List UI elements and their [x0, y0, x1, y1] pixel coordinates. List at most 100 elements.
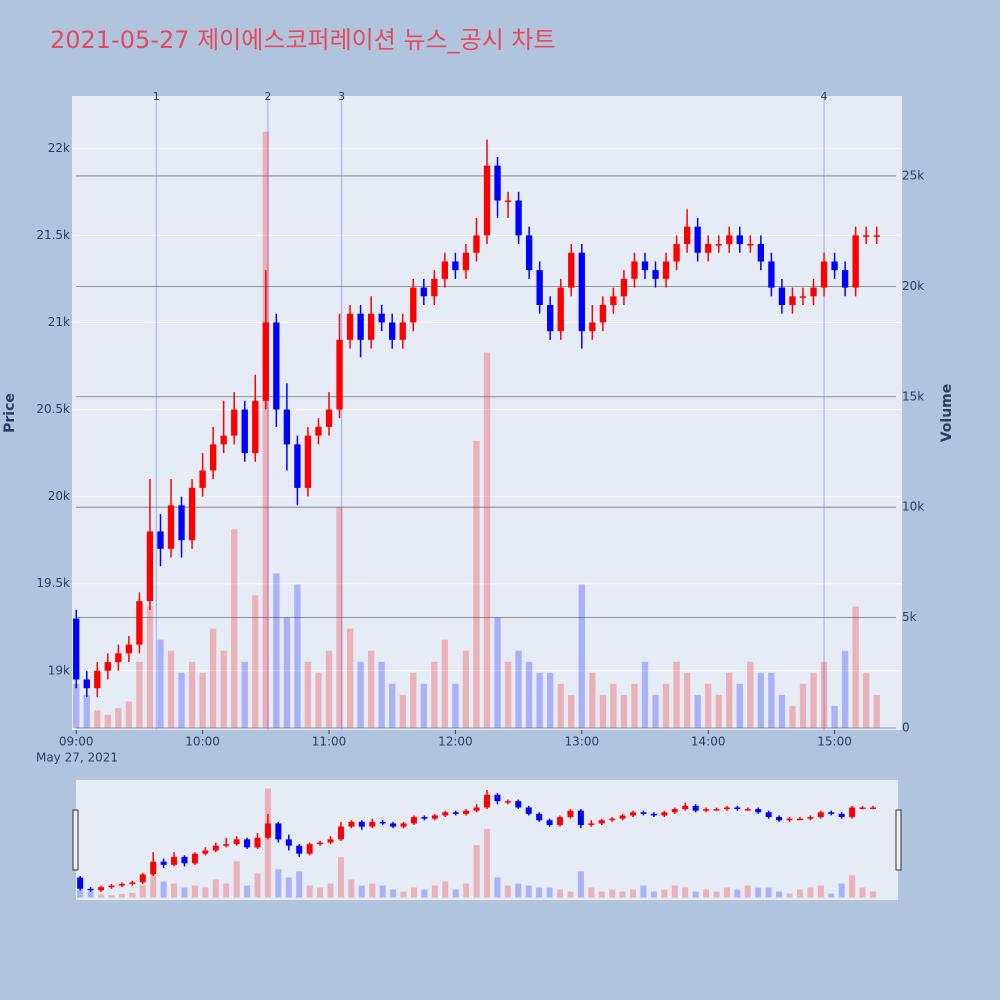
- slider-volume-bar: [473, 845, 480, 898]
- volume-bar: [294, 584, 301, 729]
- slider-volume-bar: [87, 891, 94, 898]
- volume-bar: [789, 705, 796, 729]
- candle-body: [220, 435, 227, 445]
- slider-volume-bar: [692, 891, 699, 898]
- candle-body: [325, 409, 333, 427]
- volume-bar: [852, 606, 859, 729]
- chart-title: 2021-05-27 제이에스코퍼레이션 뉴스_공시 차트: [50, 26, 556, 54]
- volume-bar: [652, 694, 659, 729]
- candle-body: [820, 261, 828, 288]
- slider-volume-bar: [713, 891, 720, 898]
- candle-body: [241, 409, 248, 454]
- candle-body: [778, 287, 786, 306]
- slider-volume-bar: [98, 894, 105, 898]
- candle-body: [83, 679, 90, 689]
- candle-body: [494, 165, 501, 201]
- slider-candle-body: [87, 888, 94, 891]
- slider-candle-body: [317, 842, 324, 845]
- slider-candle-body: [327, 839, 334, 843]
- slider-candle-body: [108, 885, 115, 888]
- slider-candle-body: [494, 794, 501, 802]
- candle-body: [715, 244, 722, 246]
- x-tick-label: 13:00: [565, 735, 600, 749]
- candle-body: [378, 313, 385, 323]
- slider-volume-bar: [202, 887, 209, 898]
- volume-bar: [620, 694, 628, 729]
- candle-body: [336, 339, 343, 410]
- candle-body: [94, 670, 101, 689]
- slider-volume-bar: [390, 889, 397, 898]
- volume-bar: [747, 661, 754, 729]
- slider-handle[interactable]: [895, 809, 902, 871]
- slider-candle-body: [306, 844, 313, 854]
- candle-body: [662, 261, 670, 279]
- candle-body: [294, 444, 301, 488]
- slider-candle-body: [515, 801, 522, 808]
- slider-volume-bar: [337, 857, 344, 898]
- volume-bar: [525, 661, 533, 729]
- candle-body: [610, 296, 617, 306]
- volume-bar: [83, 694, 90, 729]
- volume-bar: [610, 683, 617, 729]
- candle-body: [199, 470, 206, 488]
- slider-volume-bar: [463, 883, 470, 898]
- slider-candle-body: [713, 809, 720, 811]
- slider-volume-bar: [723, 887, 730, 898]
- slider-volume-bar: [567, 891, 574, 898]
- slider-volume-bar: [525, 885, 532, 898]
- candle-body: [652, 270, 659, 279]
- volume-bar: [778, 694, 786, 729]
- slider-candle-body: [264, 823, 271, 838]
- volume-bar: [104, 714, 111, 729]
- volume-bar: [157, 639, 164, 729]
- slider-candle-body: [796, 818, 803, 821]
- slider-candle-body: [337, 826, 344, 840]
- candle-body: [694, 226, 701, 253]
- candle-body: [262, 322, 269, 401]
- slider-volume-bar: [577, 871, 584, 898]
- slider-handle[interactable]: [72, 809, 79, 871]
- candle-body: [473, 235, 480, 253]
- x-tick-label: 09:00: [59, 735, 94, 749]
- volume-bar: [820, 661, 828, 729]
- slider-volume-bar: [410, 887, 417, 898]
- slider-volume-bar: [650, 891, 657, 898]
- slider-volume-bar: [442, 881, 449, 898]
- slider-volume-bar: [703, 889, 710, 898]
- slider-candle-body: [817, 812, 824, 818]
- volume-bar: [199, 672, 206, 729]
- slider-volume-bar: [483, 828, 491, 898]
- y-tick-label: 21k: [48, 315, 70, 329]
- volume-bar: [410, 672, 417, 729]
- y2-tick-label: 10k: [902, 500, 924, 514]
- slider-candle-body: [546, 820, 553, 826]
- slider-volume-bar: [838, 883, 845, 898]
- news-label: 3: [338, 90, 345, 103]
- candle-body: [125, 644, 133, 654]
- volume-bar: [431, 661, 438, 729]
- candle-body: [188, 487, 196, 541]
- slider-volume-bar: [682, 887, 689, 898]
- x-tick-label: 10:00: [185, 735, 220, 749]
- candle-body: [389, 322, 396, 340]
- slider-candle-body: [661, 812, 668, 816]
- y2-tick-label: 5k: [902, 610, 917, 624]
- volume-bar: [568, 694, 575, 729]
- volume-bar: [399, 694, 406, 729]
- slider-candle-body: [171, 856, 178, 865]
- slider-volume-bar: [588, 887, 595, 898]
- volume-bar: [220, 650, 227, 729]
- candle-body: [673, 244, 680, 262]
- slider-candle-body: [619, 815, 626, 819]
- slider-candle-body: [671, 809, 678, 813]
- slider-volume-bar: [536, 887, 543, 898]
- candle-body: [631, 261, 638, 279]
- volume-bar: [178, 672, 185, 729]
- volume-bar: [873, 694, 880, 729]
- slider-volume-bar: [212, 879, 219, 898]
- volume-bar: [662, 683, 670, 729]
- volume-bar: [367, 650, 375, 729]
- volume-bar: [515, 650, 522, 729]
- candle-body: [831, 261, 838, 271]
- candle-body: [483, 165, 491, 236]
